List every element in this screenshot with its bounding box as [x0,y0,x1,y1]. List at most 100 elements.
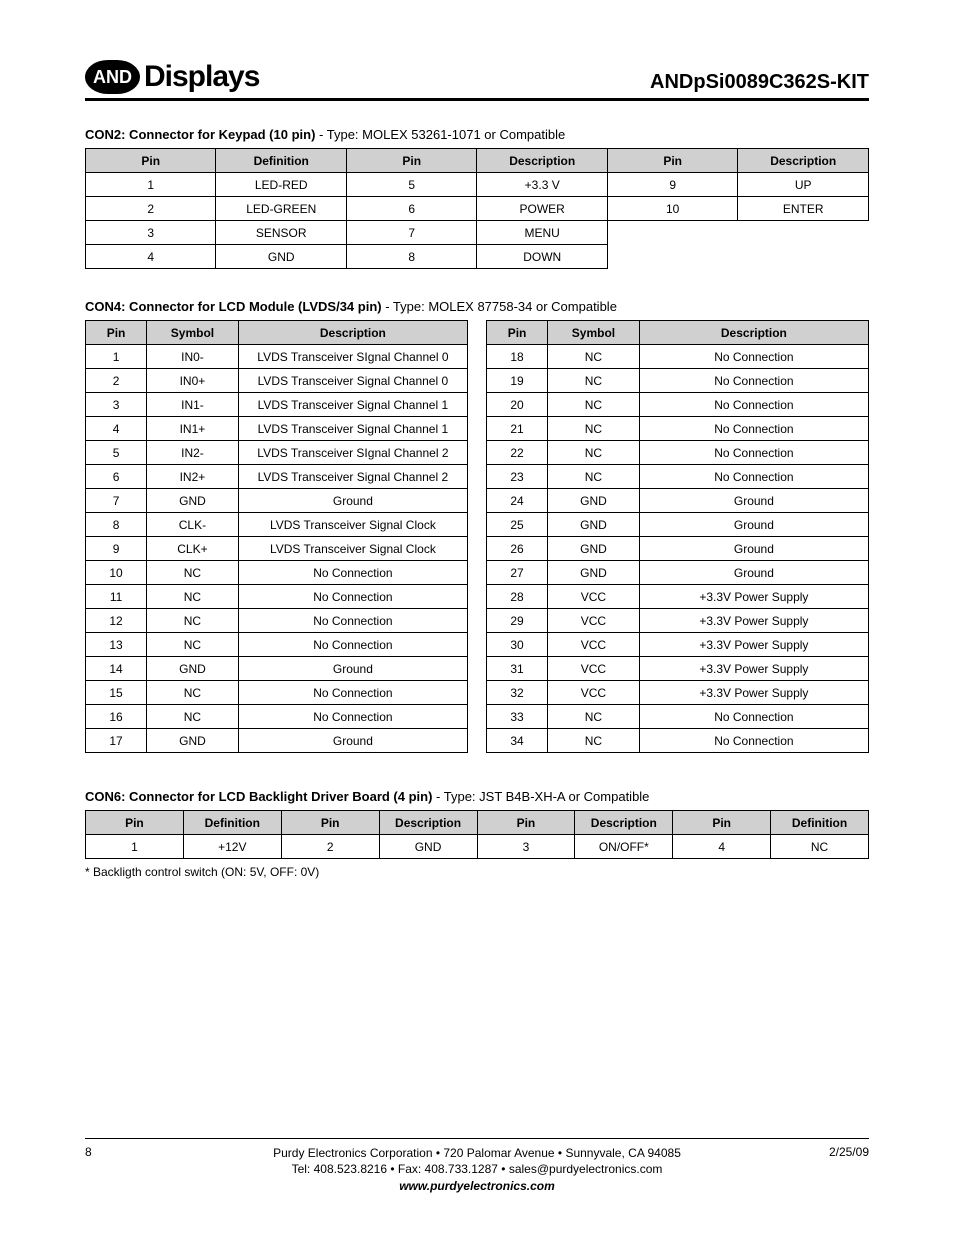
con2-title: CON2: Connector for Keypad (10 pin) - Ty… [85,127,869,142]
con4-tables: PinSymbolDescription 1IN0-LVDS Transceiv… [85,320,869,753]
table-cell: 9 [607,173,737,197]
table-cell: No Connection [238,705,467,729]
table-cell: CLK+ [147,537,239,561]
table-cell: GND [548,513,640,537]
logo-text: Displays [144,60,259,94]
table-cell: NC [147,681,239,705]
table-row: 1+12V2GND3ON/OFF*4NC [86,835,869,859]
table-row: 26GNDGround [487,537,869,561]
table-header: Description [379,811,477,835]
table-cell: 18 [487,345,548,369]
table-row: 11NCNo Connection [86,585,468,609]
table-cell: 2 [86,369,147,393]
table-cell: No Connection [639,441,868,465]
table-cell: +3.3 V [477,173,607,197]
table-cell: No Connection [639,705,868,729]
table-cell: ON/OFF* [575,835,673,859]
table-cell: NC [147,585,239,609]
table-cell: 1 [86,835,184,859]
table-cell: 15 [86,681,147,705]
table-row: 16NCNo Connection [86,705,468,729]
table-cell: 5 [86,441,147,465]
table-cell: VCC [548,633,640,657]
table-cell: No Connection [639,369,868,393]
table-row: 5IN2-LVDS Transceiver SIgnal Channel 2 [86,441,468,465]
table-cell: 8 [86,513,147,537]
con2-title-rest: - Type: MOLEX 53261-1071 or Compatible [315,127,565,142]
table-row: 19NCNo Connection [487,369,869,393]
table-cell: +3.3V Power Supply [639,609,868,633]
con4-title-rest: - Type: MOLEX 87758-34 or Compatible [382,299,617,314]
table-cell: VCC [548,609,640,633]
table-cell: 2 [281,835,379,859]
table-row: 18NCNo Connection [487,345,869,369]
table-cell: Ground [238,729,467,753]
footer-url: www.purdyelectronics.com [85,1178,869,1195]
table-cell: VCC [548,585,640,609]
table-cell: NC [147,633,239,657]
table-cell: 28 [487,585,548,609]
table-row: 1IN0-LVDS Transceiver SIgnal Channel 0 [86,345,468,369]
table-cell: NC [147,609,239,633]
table-row: 15NCNo Connection [86,681,468,705]
table-row: 13NCNo Connection [86,633,468,657]
table-cell: No Connection [238,561,467,585]
table-cell: 16 [86,705,147,729]
table-cell: No Connection [238,609,467,633]
table-cell: 27 [487,561,548,585]
table-cell: Ground [238,489,467,513]
table-header: Description [575,811,673,835]
table-cell: LVDS Transceiver Signal Clock [238,513,467,537]
table-cell: 34 [487,729,548,753]
table-row: 3IN1-LVDS Transceiver Signal Channel 1 [86,393,468,417]
table-cell: NC [548,729,640,753]
table-cell: 4 [673,835,771,859]
table-header: Description [238,321,467,345]
page-date: 2/25/09 [829,1145,869,1159]
table-row: 24GNDGround [487,489,869,513]
table-cell: 32 [487,681,548,705]
table-cell: NC [548,369,640,393]
table-cell: 1 [86,345,147,369]
table-row: 9CLK+LVDS Transceiver Signal Clock [86,537,468,561]
table-cell: NC [548,705,640,729]
table-cell: Ground [639,537,868,561]
table-cell: 7 [346,221,476,245]
table-cell: IN1- [147,393,239,417]
table-cell: +12V [183,835,281,859]
table-header: Symbol [548,321,640,345]
table-cell: 9 [86,537,147,561]
table-cell: IN0- [147,345,239,369]
table-header: Pin [487,321,548,345]
table-row: 8CLK-LVDS Transceiver Signal Clock [86,513,468,537]
table-row: 33NCNo Connection [487,705,869,729]
table-cell: 10 [607,197,737,221]
table-cell: 5 [346,173,476,197]
table-cell: No Connection [639,393,868,417]
table-cell: 4 [86,245,216,269]
table-cell: 8 [346,245,476,269]
table-header: Pin [673,811,771,835]
table-cell: VCC [548,681,640,705]
table-cell: 6 [86,465,147,489]
table-cell: No Connection [639,417,868,441]
table-row: 27GNDGround [487,561,869,585]
table-row: 4IN1+LVDS Transceiver Signal Channel 1 [86,417,468,441]
table-cell: NC [147,561,239,585]
page-container: AND Displays ANDpSi0089C362S-KIT CON2: C… [0,0,954,1235]
table-cell: 7 [86,489,147,513]
table-cell: +3.3V Power Supply [639,633,868,657]
logo: AND Displays [85,60,259,94]
table-cell: GND [379,835,477,859]
table-cell: 10 [86,561,147,585]
table-row: 1LED-RED5+3.3 V9UP [86,173,869,197]
table-cell: LVDS Transceiver Signal Channel 1 [238,393,467,417]
con6-footnote: * Backligth control switch (ON: 5V, OFF:… [85,865,869,879]
table-header: Pin [86,149,216,173]
table-cell: 17 [86,729,147,753]
table-cell: No Connection [238,633,467,657]
table-cell: VCC [548,657,640,681]
table-cell: No Connection [238,681,467,705]
table-cell: +3.3V Power Supply [639,657,868,681]
table-cell [607,221,737,245]
